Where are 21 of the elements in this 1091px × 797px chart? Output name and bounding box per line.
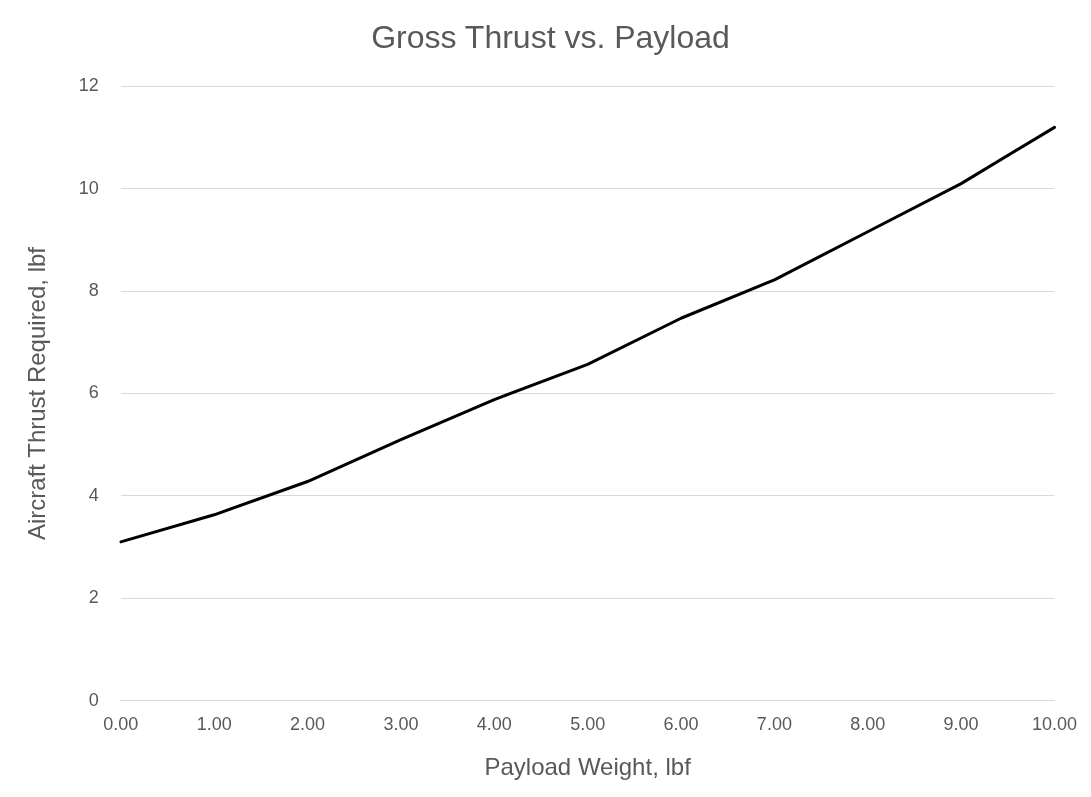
y-axis-title: Aircraft Thrust Required, lbf (23, 246, 51, 541)
y-tick-label: 10 (78, 177, 99, 198)
chart-title: Gross Thrust vs. Payload (371, 19, 730, 56)
y-tick-label: 6 (88, 382, 99, 403)
y-tick-label: 12 (78, 75, 99, 96)
y-tick-label: 2 (88, 587, 99, 608)
x-tick-label: 5.00 (570, 714, 606, 735)
x-tick-label: 0.00 (103, 714, 139, 735)
x-tick-label: 4.00 (476, 714, 512, 735)
x-axis-title: Payload Weight, lbf (484, 753, 692, 781)
x-tick-label: 6.00 (663, 714, 699, 735)
x-tick-label: 7.00 (756, 714, 792, 735)
x-tick-label: 3.00 (383, 714, 419, 735)
x-tick-label: 1.00 (196, 714, 232, 735)
y-tick-label: 0 (88, 689, 99, 710)
x-tick-label: 2.00 (290, 714, 326, 735)
x-tick-label: 9.00 (943, 714, 979, 735)
x-tick-label: 8.00 (850, 714, 886, 735)
x-tick-label: 10.00 (1031, 714, 1077, 735)
y-tick-label: 8 (88, 280, 99, 301)
y-tick-label: 4 (88, 484, 99, 505)
